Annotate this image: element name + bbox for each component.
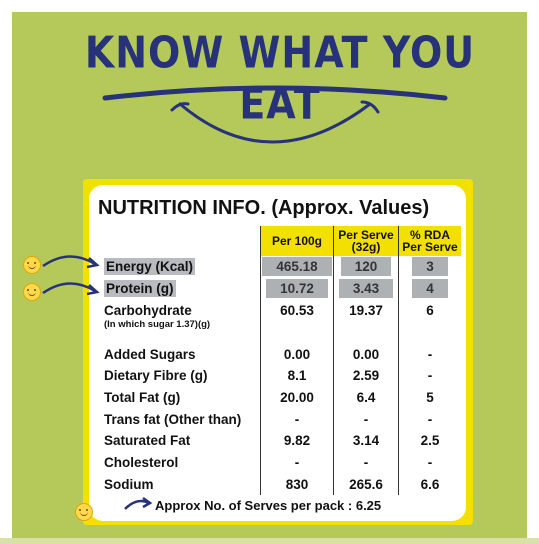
bottom-strip: [0, 538, 539, 544]
row-rda: -: [398, 451, 461, 474]
row-name: Total Fat (g): [104, 390, 181, 406]
row-per-serve: 3.43: [338, 279, 394, 299]
row-rda: -: [398, 365, 461, 387]
table-row: Protein (g) 10.72 3.43 4: [98, 277, 461, 300]
row-rda: 4: [412, 279, 448, 299]
row-name: Protein (g): [104, 280, 176, 298]
row-per100: -: [260, 408, 334, 431]
header-per-serve: Per Serve (32g): [333, 226, 399, 256]
headline: KNOW WHAT YOU EAT: [84, 27, 476, 129]
row-per100: 8.1: [260, 365, 334, 387]
row-name: Trans fat (Other than): [104, 411, 242, 427]
table-row: Saturated Fat 9.82 3.14 2.5: [98, 430, 461, 452]
row-per100: 830: [260, 473, 334, 496]
row-per-serve: 2.59: [333, 365, 399, 387]
row-subnote: (In which sugar 1.37)(g): [104, 319, 211, 331]
table-row: Trans fat (Other than) - - -: [98, 408, 461, 431]
row-rda: 6.6: [398, 473, 461, 496]
nutrition-table: Per 100g Per Serve (32g) % RDA Per Serve…: [98, 226, 461, 496]
smile-curve-icon: [102, 85, 448, 144]
row-per100: 9.82: [260, 430, 334, 452]
row-per-serve: 120: [340, 257, 392, 277]
curved-arrow-icon: [124, 496, 153, 510]
row-per100: 10.72: [266, 279, 328, 299]
row-per-serve: -: [333, 451, 399, 474]
row-rda: 6: [398, 299, 461, 344]
row-name: Sodium: [104, 476, 154, 492]
table-row: Carbohydrate (In which sugar 1.37)(g) 60.…: [98, 299, 461, 344]
row-rda: 2.5: [398, 430, 461, 452]
row-per-serve: 6.4: [333, 386, 399, 409]
table-row: Dietary Fibre (g) 8.1 2.59 -: [98, 365, 461, 387]
smiley-emoji-icon: [75, 503, 93, 521]
row-name: Added Sugars: [104, 346, 196, 362]
smiley-emoji-icon: [23, 256, 41, 274]
row-per100: 0.00: [260, 343, 334, 366]
row-per100: 20.00: [260, 386, 334, 409]
row-rda: 3: [412, 257, 448, 277]
table-row: Sodium 830 265.6 6.6: [98, 473, 461, 496]
row-per-serve: 0.00: [333, 343, 399, 366]
row-rda: -: [398, 408, 461, 431]
smiley-emoji-icon: [23, 283, 41, 301]
row-rda: -: [398, 343, 461, 366]
serves-note: Approx No. of Serves per pack : 6.25: [155, 498, 382, 513]
table-row: Cholesterol - - -: [98, 451, 461, 474]
row-per-serve: 19.37: [333, 299, 399, 344]
row-per100: -: [260, 451, 334, 474]
curved-arrow-icon: [42, 255, 100, 269]
header-per100: Per 100g: [260, 226, 334, 256]
row-per100: 60.53: [260, 299, 334, 344]
row-per100: 465.18: [262, 257, 332, 277]
table-row: Total Fat (g) 20.00 6.4 5: [98, 386, 461, 409]
row-rda: 5: [398, 386, 461, 409]
row-per-serve: -: [333, 408, 399, 431]
row-per-serve: 3.14: [333, 430, 399, 452]
nutrition-title: NUTRITION INFO. (Approx. Values): [98, 197, 430, 219]
table-row: Added Sugars 0.00 0.00 -: [98, 343, 461, 366]
row-name: Saturated Fat: [104, 433, 191, 449]
curved-arrow-icon: [42, 282, 100, 296]
header-blank: [98, 226, 261, 256]
row-name: Cholesterol: [104, 455, 179, 471]
header-rda: % RDA Per Serve: [398, 226, 461, 256]
row-name: Carbohydrate: [104, 303, 192, 319]
row-name: Energy (Kcal): [104, 258, 196, 276]
row-name: Dietary Fibre (g): [104, 368, 208, 384]
row-per-serve: 265.6: [333, 473, 399, 496]
table-row: Energy (Kcal) 465.18 120 3: [98, 256, 461, 278]
